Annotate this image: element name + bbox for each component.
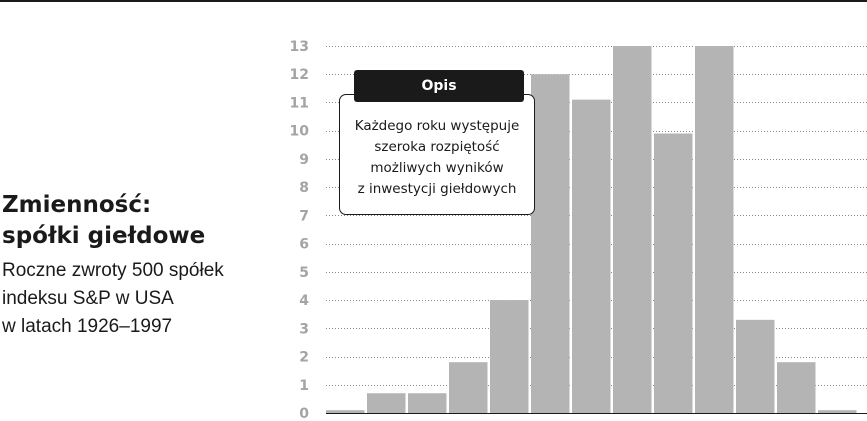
callout-line-1: Każdego roku występuje [354, 118, 520, 134]
callout-box: Opis Każdego roku występuje szeroka rozp… [339, 70, 539, 216]
y-tick-label-13: 13 [290, 39, 309, 55]
y-tick-label-5: 5 [299, 265, 309, 281]
y-tick-label-1: 1 [299, 378, 309, 394]
chart-subtitle-line-3: w latach 1926–1997 [2, 316, 173, 337]
y-tick-label-9: 9 [299, 152, 309, 168]
y-tick-label-8: 8 [299, 180, 309, 196]
bar-3 [449, 362, 488, 413]
top-rule [0, 0, 867, 2]
y-tick-label-0: 0 [299, 406, 309, 421]
callout-line-2: szeroka rozpiętość [374, 139, 500, 155]
y-tick-label-12: 12 [290, 67, 309, 83]
y-tick-label-10: 10 [290, 124, 310, 140]
bar-5 [531, 74, 570, 413]
callout-frame [339, 94, 535, 215]
bar-2 [408, 393, 447, 413]
chart-subtitle: Roczne zwroty 500 spółek indeksu S&P w U… [2, 257, 282, 341]
chart-subtitle-line-1: Roczne zwroty 500 spółek [2, 260, 224, 281]
y-tick-label-6: 6 [299, 237, 309, 253]
bar-1 [367, 393, 406, 413]
chart-title-line-1: Zmienność: [2, 192, 152, 218]
title-block: Zmienność: spółki giełdowe Roczne zwroty… [2, 190, 282, 341]
chart-title-line-2: spółki giełdowe [2, 223, 206, 249]
callout-line-4: z inwestycji giełdowych [357, 181, 517, 197]
callout-line-3: możliwych wyników [370, 160, 504, 176]
callout-text: Każdego roku występuje szeroka rozpiętoś… [339, 116, 535, 200]
y-tick-label-2: 2 [299, 350, 309, 366]
bar-7 [613, 46, 652, 413]
y-tick-label-4: 4 [299, 293, 309, 309]
bar-8 [654, 133, 693, 413]
y-tick-label-11: 11 [290, 95, 309, 111]
bar-9 [695, 46, 734, 413]
callout-title: Opis [354, 70, 524, 102]
bar-6 [572, 99, 611, 413]
chart-subtitle-line-2: indeksu S&P w USA [2, 288, 174, 309]
y-tick-label-3: 3 [299, 321, 309, 337]
bar-12 [818, 410, 857, 413]
chart-title: Zmienność: spółki giełdowe [2, 190, 282, 252]
bar-0 [326, 410, 365, 413]
bar-11 [777, 362, 816, 413]
bar-4 [490, 300, 529, 413]
bar-10 [736, 319, 775, 413]
y-tick-label-7: 7 [299, 208, 309, 224]
